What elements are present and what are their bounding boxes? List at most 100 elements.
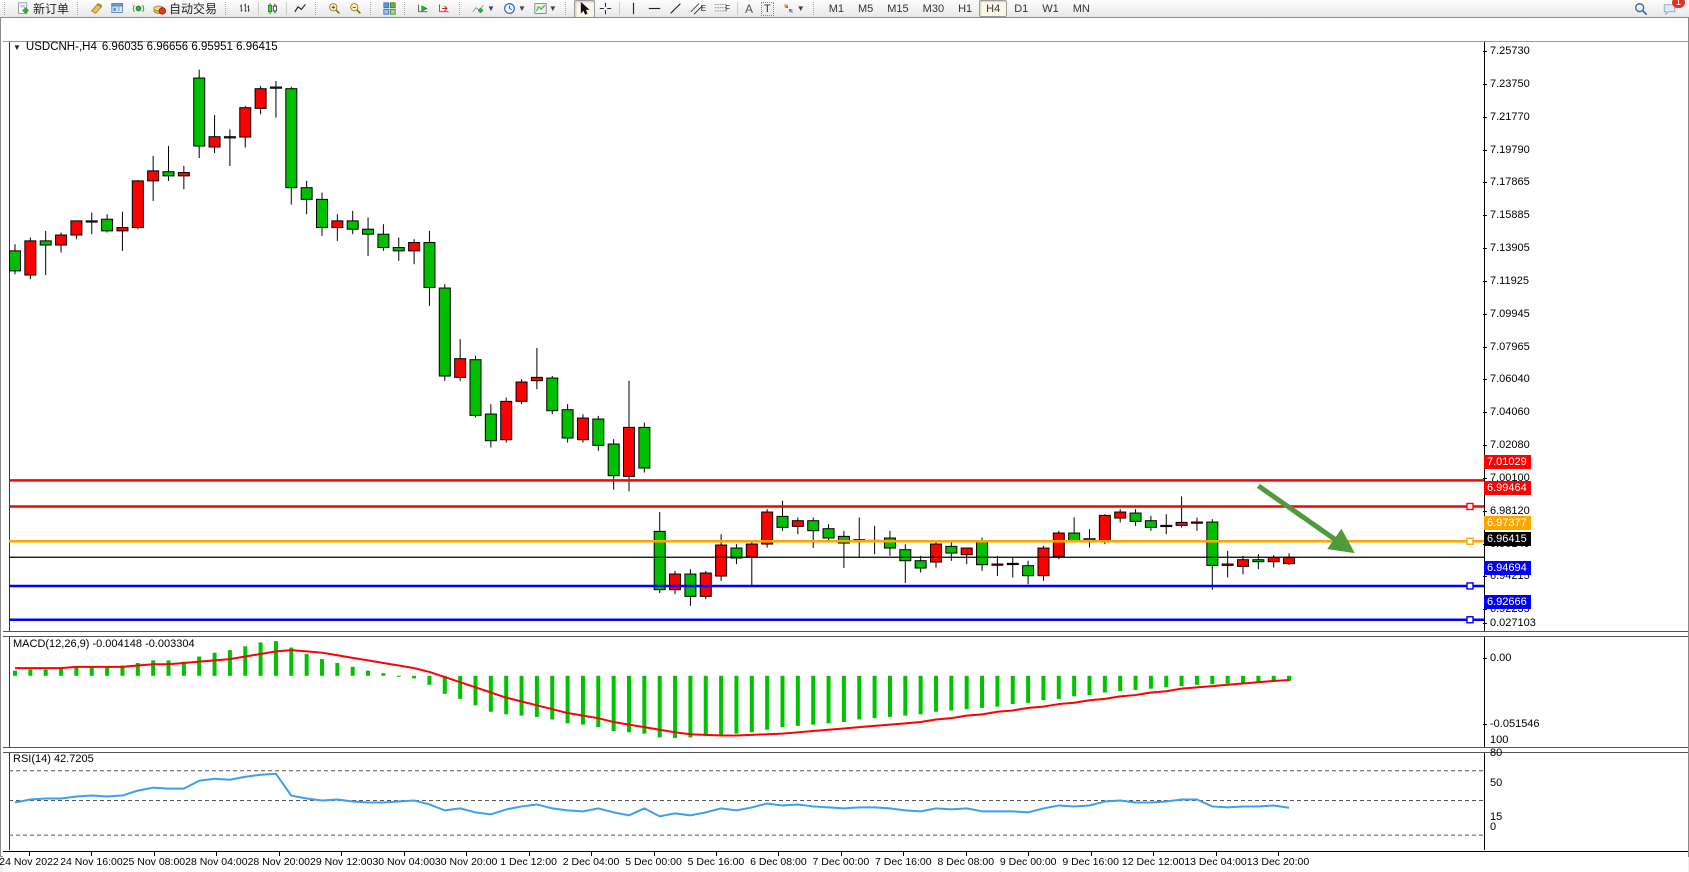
rsi-indicator-label: RSI(14) 42.7205: [13, 753, 94, 765]
line-handle[interactable]: [1466, 616, 1474, 624]
channel-tool-button[interactable]: E: [686, 0, 710, 18]
timeframe-button-m15[interactable]: M15: [887, 2, 909, 15]
candle-body: [1283, 556, 1296, 565]
fibo-tool-sub-label: F: [725, 4, 731, 13]
crosshair-tool-button[interactable]: [595, 0, 616, 18]
price-tick-mark: [1483, 575, 1487, 577]
candlestick-mode-button[interactable]: [262, 0, 283, 18]
candle-body: [899, 549, 912, 562]
fibonacci-tool-button[interactable]: F: [710, 0, 734, 18]
time-tick-mark: [278, 852, 280, 856]
zoom-in-button[interactable]: [324, 0, 345, 18]
time-tick-label: 7 Dec 00:00: [812, 856, 870, 868]
time-axis[interactable]: 24 Nov 2022 24 Nov 16:00 25 Nov 08:00 28 No…: [0, 851, 1688, 872]
horizontal-lines-layer[interactable]: [9, 479, 1484, 624]
time-tick-mark: [528, 852, 530, 856]
pane-splitter[interactable]: [3, 631, 1688, 637]
chevron-down-icon[interactable]: ▼: [13, 42, 21, 52]
new-chart-button[interactable]: [86, 0, 107, 18]
templates-button[interactable]: ▼: [530, 0, 561, 18]
candle-body: [1252, 559, 1265, 563]
time-tick-mark: [466, 852, 468, 856]
timeframe-button-mn[interactable]: MN: [1072, 2, 1090, 15]
vertical-line-tool-button[interactable]: [623, 0, 644, 18]
macd-canvas[interactable]: [9, 636, 1484, 746]
new-order-button[interactable]: 新订单: [13, 0, 73, 18]
candle-body: [1160, 524, 1173, 528]
price-tick-mark: [1483, 116, 1487, 118]
signals-button[interactable]: [128, 0, 149, 18]
periods-button[interactable]: ▼: [499, 0, 530, 18]
autotrading-button[interactable]: 自动交易: [149, 0, 221, 18]
candle-body: [761, 511, 774, 545]
timeframe-button-m1[interactable]: M1: [828, 2, 844, 15]
notifications-button[interactable]: 1: [1658, 0, 1685, 18]
pane-splitter[interactable]: [3, 747, 1688, 753]
search-button[interactable]: [1630, 0, 1652, 18]
line-handle[interactable]: [1466, 502, 1474, 511]
candle-body: [24, 240, 37, 276]
line-chart-icon: [294, 4, 306, 13]
price-chart-canvas[interactable]: [9, 42, 1484, 631]
line-handle[interactable]: [1466, 582, 1474, 590]
toolbar-grip: [225, 2, 231, 15]
time-tick-label: 30 Nov 04:00: [372, 856, 435, 868]
line-price-flag: 6.92666: [1484, 594, 1531, 609]
timeframe-button-h1[interactable]: H1: [958, 2, 973, 15]
timeframe-button-w1[interactable]: W1: [1042, 2, 1059, 15]
line-handle[interactable]: [1466, 537, 1474, 545]
candle-body: [1037, 547, 1050, 577]
line-price-flag: 6.99464: [1484, 481, 1531, 496]
time-tick-label: 1 Dec 12:00: [500, 856, 557, 868]
cursor-tool-button[interactable]: [573, 0, 595, 18]
timeframe-button-d1[interactable]: D1: [1014, 2, 1029, 15]
indicators-button[interactable]: ▼: [468, 0, 499, 18]
horizontal-line-icon: [648, 7, 660, 10]
trendline-tool-button[interactable]: [665, 0, 686, 18]
macd-scale-label: 0.027103: [1490, 617, 1536, 629]
zoom-out-button[interactable]: [345, 0, 366, 18]
clock-icon: [504, 3, 515, 14]
macd-signal-line: [15, 649, 1290, 737]
arrows-tool-button[interactable]: ▼: [778, 0, 809, 18]
time-tick-label: 28 Nov 20:00: [247, 856, 311, 868]
candle-body: [1267, 557, 1280, 563]
tile-windows-icon: [383, 2, 396, 15]
market-watch-icon: [111, 3, 123, 13]
candle-body: [1006, 562, 1019, 566]
rsi-scale-label: 50: [1490, 776, 1503, 789]
timeframe-button-m5[interactable]: M5: [857, 2, 874, 15]
candle-body: [346, 220, 359, 230]
candle-body: [745, 543, 758, 558]
symbol-period-label: USDCNH-,H4: [25, 41, 97, 53]
time-tick-mark: [153, 852, 155, 856]
time-tick-mark: [403, 852, 405, 856]
price-tick-mark: [1483, 477, 1487, 479]
horizontal-line-tool-button[interactable]: [644, 0, 665, 18]
bar-chart-mode-button[interactable]: [234, 0, 255, 18]
chart-shift-button[interactable]: [434, 0, 455, 18]
timeframe-button-m30[interactable]: M30: [922, 2, 945, 15]
rsi-canvas[interactable]: [9, 751, 1484, 850]
zoom-out-icon: [350, 3, 361, 14]
time-tick-label: 12 Dec 12:00: [1121, 856, 1185, 868]
candle-body: [408, 242, 421, 252]
candle-body: [1114, 511, 1127, 519]
candle-body: [392, 247, 405, 252]
line-chart-mode-button[interactable]: [290, 0, 311, 18]
candle-body: [515, 381, 528, 402]
time-tick-mark: [1215, 852, 1217, 856]
autotrading-label: 自动交易: [169, 2, 218, 16]
dropdown-caret-icon: ▼: [517, 4, 526, 13]
new-chart-icon: [91, 3, 103, 14]
tile-windows-button[interactable]: [379, 0, 400, 18]
candle-body: [85, 220, 98, 223]
annotation-arrow[interactable]: [1256, 483, 1355, 554]
timeframe-button-h4[interactable]: H4: [979, 0, 1008, 17]
price-tick-label: 7.07965: [1490, 340, 1530, 353]
market-watch-button[interactable]: [107, 0, 128, 18]
price-tick-label: 7.00100: [1490, 471, 1530, 484]
text-label-tool-button[interactable]: T: [757, 0, 778, 18]
auto-scroll-button[interactable]: [413, 0, 434, 18]
text-tool-button[interactable]: A: [741, 0, 757, 18]
